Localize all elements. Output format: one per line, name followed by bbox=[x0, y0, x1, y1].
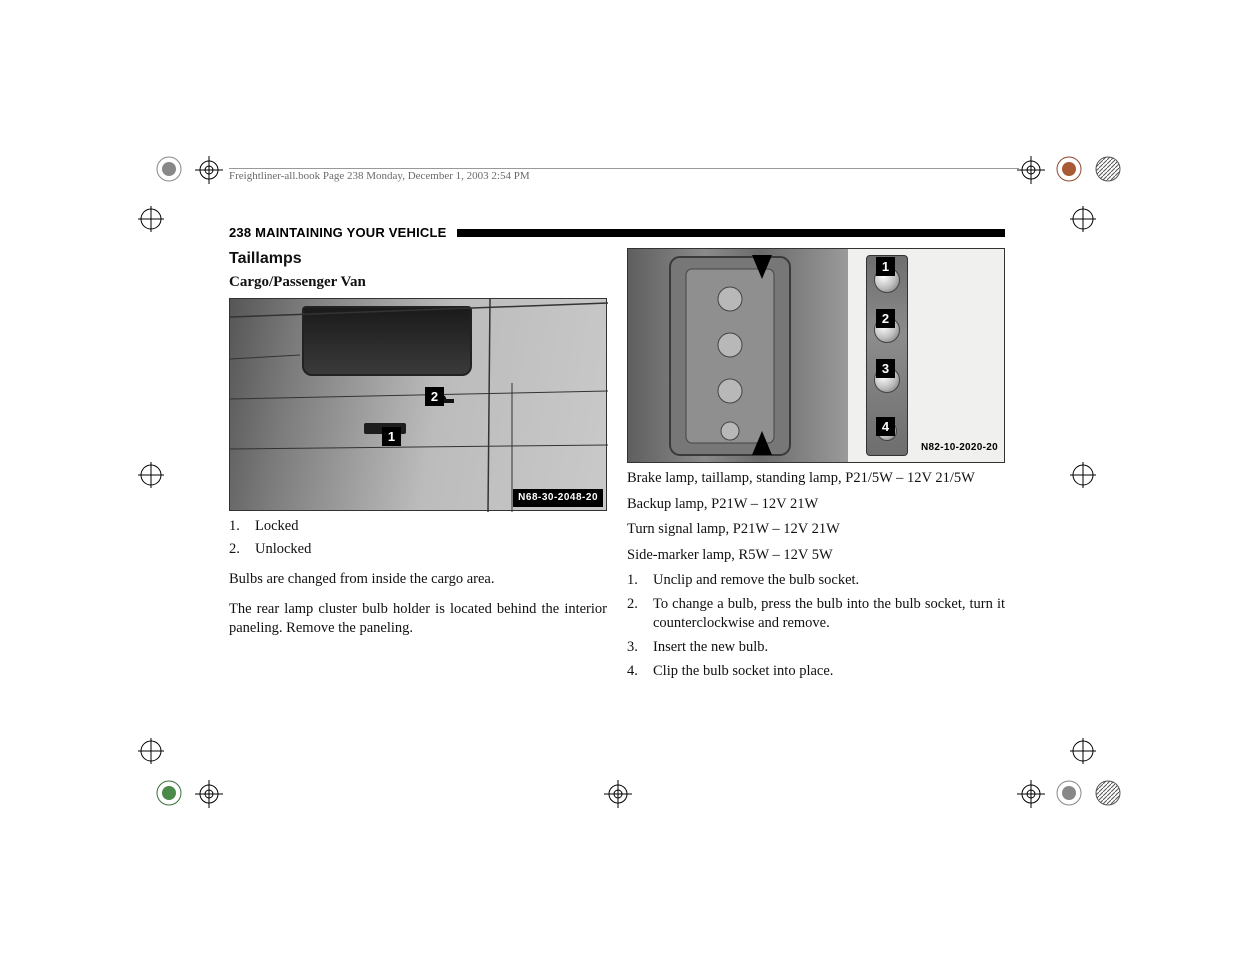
reg-right-b bbox=[1070, 462, 1096, 488]
figure-latch-callout-1: 1 bbox=[382, 427, 401, 446]
crop-mark-tr bbox=[1017, 156, 1043, 182]
reg-right-c bbox=[1070, 738, 1096, 764]
running-head-rule bbox=[457, 229, 1006, 237]
list-item: 1.Unclip and remove the bulb socket. bbox=[627, 571, 1005, 591]
para-bulbs-changed: Bulbs are changed from inside the cargo … bbox=[229, 570, 607, 590]
figure-bulb-callout-3: 3 bbox=[876, 359, 895, 378]
disc-tl bbox=[156, 156, 182, 182]
running-head: 238 MAINTAINING YOUR VEHICLE bbox=[229, 225, 1005, 240]
crop-mark-br bbox=[1017, 780, 1043, 806]
list-item: 2.To change a bulb, press the bulb into … bbox=[627, 595, 1005, 634]
reg-right-a bbox=[1070, 206, 1096, 232]
figure-latch-tag: N68-30-2048-20 bbox=[513, 489, 603, 507]
subheading-cargo-passenger: Cargo/Passenger Van bbox=[229, 272, 607, 292]
hatched-disc-top bbox=[1095, 156, 1121, 182]
list-item: 3.Insert the new bulb. bbox=[627, 638, 1005, 658]
arrow-up-icon bbox=[752, 431, 772, 455]
list-item: 2.Unlocked bbox=[229, 540, 607, 560]
reg-left-b bbox=[138, 462, 164, 488]
figure-latch-callout-2: 2 bbox=[425, 387, 444, 406]
reg-left-c bbox=[138, 738, 164, 764]
crop-mark-tl bbox=[195, 156, 221, 182]
spec-line: Side-marker lamp, R5W – 12V 5W bbox=[627, 546, 1005, 566]
disc-bl bbox=[156, 780, 182, 806]
figure-bulb-callout-4: 4 bbox=[876, 417, 895, 436]
arrow-down-icon bbox=[752, 255, 772, 279]
latch-legend: 1.Locked 2.Unlocked bbox=[229, 517, 607, 560]
figure-latch: 1 2 N68-30-2048-20 bbox=[229, 298, 607, 511]
right-column: 1 2 3 4 N82-10-2020-20 Brake lamp, taill… bbox=[627, 248, 1005, 685]
figure-bulb-holder-socket bbox=[848, 249, 1004, 462]
disc-br bbox=[1056, 780, 1082, 806]
figure-latch-lines bbox=[230, 299, 608, 512]
left-column: Taillamps Cargo/Passenger Van bbox=[229, 248, 607, 685]
page-body: 238 MAINTAINING YOUR VEHICLE Taillamps C… bbox=[229, 225, 1005, 685]
list-item: 1.Locked bbox=[229, 517, 607, 537]
bulb-specs: Brake lamp, taillamp, standing lamp, P21… bbox=[627, 469, 1005, 565]
figure-bulb-tag: N82-10-2020-20 bbox=[921, 441, 998, 455]
figure-bulb-holder: 1 2 3 4 N82-10-2020-20 bbox=[627, 248, 1005, 463]
spec-line: Turn signal lamp, P21W – 12V 21W bbox=[627, 520, 1005, 540]
figure-bulb-holder-panel bbox=[628, 249, 848, 462]
heading-taillamps: Taillamps bbox=[229, 248, 607, 270]
reg-left-a bbox=[138, 206, 164, 232]
spec-line: Brake lamp, taillamp, standing lamp, P21… bbox=[627, 469, 1005, 489]
disc-tr bbox=[1056, 156, 1082, 182]
crop-mark-bl bbox=[195, 780, 221, 806]
list-item: 4.Clip the bulb socket into place. bbox=[627, 662, 1005, 682]
figure-bulb-callout-1: 1 bbox=[876, 257, 895, 276]
print-header: Freightliner-all.book Page 238 Monday, D… bbox=[229, 168, 1019, 182]
spec-line: Backup lamp, P21W – 12V 21W bbox=[627, 495, 1005, 515]
figure-bulb-callout-2: 2 bbox=[876, 309, 895, 328]
running-head-text: 238 MAINTAINING YOUR VEHICLE bbox=[229, 225, 447, 240]
crop-mark-bm bbox=[604, 780, 630, 806]
hatched-disc-bottom bbox=[1095, 780, 1121, 806]
para-rear-cluster: The rear lamp cluster bulb holder is loc… bbox=[229, 600, 607, 639]
replacement-steps: 1.Unclip and remove the bulb socket. 2.T… bbox=[627, 571, 1005, 681]
